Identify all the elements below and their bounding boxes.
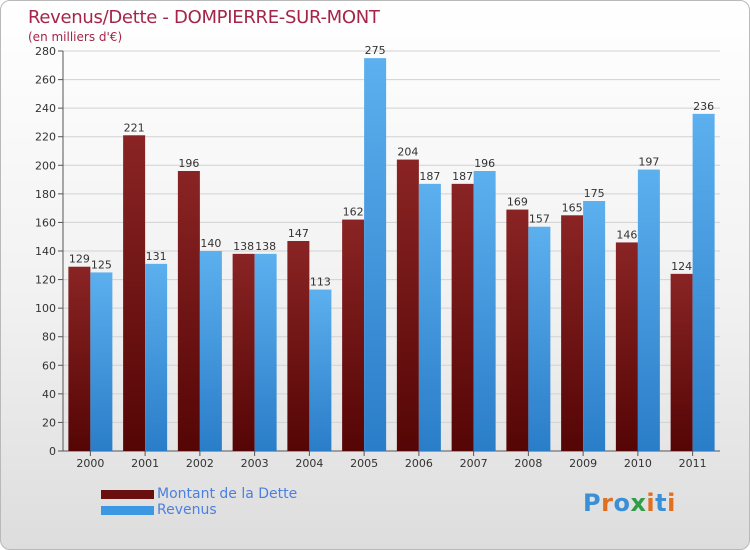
x-tick-label: 2009 (569, 457, 597, 470)
legend-swatch-revenue (101, 506, 154, 515)
proxiti-logo: Proxiti (583, 489, 676, 517)
data-label-revenue: 236 (693, 100, 714, 113)
logo-letter: x (630, 489, 647, 517)
y-tick-label: 240 (35, 102, 56, 115)
x-tick-label: 2008 (514, 457, 542, 470)
logo-letter: r (601, 489, 614, 517)
y-tick-label: 260 (35, 74, 56, 87)
y-tick-label: 160 (35, 216, 56, 229)
y-tick-label: 280 (35, 45, 56, 58)
y-tick-label: 140 (35, 245, 56, 258)
y-tick-label: 120 (35, 274, 56, 287)
data-label-revenue: 125 (91, 258, 112, 271)
data-label-revenue: 187 (419, 170, 440, 183)
bar-debt (451, 183, 474, 451)
bar-revenue (309, 289, 332, 451)
bar-revenue (90, 272, 113, 451)
y-tick-label: 220 (35, 131, 56, 144)
data-label-debt: 221 (124, 121, 145, 134)
x-tick-label: 2005 (350, 457, 378, 470)
data-label-revenue: 113 (310, 276, 331, 289)
bar-debt (232, 253, 255, 451)
bar-debt (68, 266, 91, 451)
bar-revenue (418, 183, 441, 451)
data-label-revenue: 138 (255, 240, 276, 253)
bar-revenue (637, 169, 660, 452)
data-label-debt: 146 (616, 228, 637, 241)
bar-debt (506, 209, 529, 451)
logo-letter: P (583, 489, 602, 517)
bar-revenue (364, 58, 387, 452)
data-label-revenue: 275 (365, 44, 386, 57)
x-tick-label: 2006 (405, 457, 433, 470)
bar-revenue (583, 201, 606, 451)
x-tick-label: 2002 (186, 457, 214, 470)
y-tick-label: 100 (35, 302, 56, 315)
bar-revenue (199, 251, 222, 451)
legend-swatch-debt (101, 490, 154, 499)
x-tick-label: 2001 (131, 457, 159, 470)
data-label-revenue: 131 (146, 250, 167, 263)
y-tick-label: 0 (49, 445, 56, 458)
bar-debt (670, 273, 693, 451)
bar-revenue (145, 263, 168, 451)
data-label-debt: 187 (452, 170, 473, 183)
data-label-revenue: 157 (529, 213, 550, 226)
x-tick-label: 2004 (295, 457, 323, 470)
data-label-debt: 162 (343, 206, 364, 219)
data-label-revenue: 175 (584, 187, 605, 200)
data-label-revenue: 140 (200, 237, 221, 250)
y-tick-label: 20 (42, 416, 56, 429)
bar-debt (396, 159, 419, 452)
data-label-revenue: 197 (638, 156, 659, 169)
bar-debt (615, 242, 638, 451)
logo-letter: o (613, 489, 631, 517)
data-label-debt: 129 (69, 253, 90, 266)
logo-letter: i (667, 489, 676, 517)
y-tick-label: 80 (42, 331, 56, 344)
data-label-debt: 169 (507, 196, 528, 209)
y-tick-label: 40 (42, 388, 56, 401)
data-label-debt: 124 (671, 260, 692, 273)
bar-debt (177, 171, 200, 451)
data-label-revenue: 196 (474, 157, 495, 170)
chart-subtitle: (en milliers d'€) (28, 30, 123, 44)
legend-label-debt: Montant de la Dette (157, 486, 298, 502)
x-tick-label: 2003 (241, 457, 269, 470)
x-tick-label: 2007 (460, 457, 488, 470)
x-tick-label: 2011 (679, 457, 707, 470)
bar-revenue (692, 113, 715, 451)
data-label-debt: 138 (233, 240, 254, 253)
chart-title: Revenus/Dette - DOMPIERRE-SUR-MONT (28, 7, 380, 28)
bar-revenue (528, 226, 551, 451)
legend-label-revenue: Revenus (157, 502, 217, 518)
bar-debt (287, 241, 310, 451)
logo-letter: i (646, 489, 656, 517)
data-label-debt: 196 (178, 157, 199, 170)
x-tick-label: 2010 (624, 457, 652, 470)
data-label-debt: 165 (562, 201, 583, 214)
bar-debt (123, 135, 146, 452)
bar-revenue (254, 253, 277, 451)
bar-revenue (473, 171, 496, 451)
y-tick-label: 180 (35, 188, 56, 201)
bar-debt (561, 215, 584, 451)
bar-debt (342, 219, 365, 451)
y-tick-label: 200 (35, 159, 56, 172)
data-label-debt: 147 (288, 227, 309, 240)
data-label-debt: 204 (397, 146, 418, 159)
x-tick-label: 2000 (76, 457, 104, 470)
logo-letter: t (655, 489, 668, 517)
y-tick-label: 60 (42, 359, 56, 372)
